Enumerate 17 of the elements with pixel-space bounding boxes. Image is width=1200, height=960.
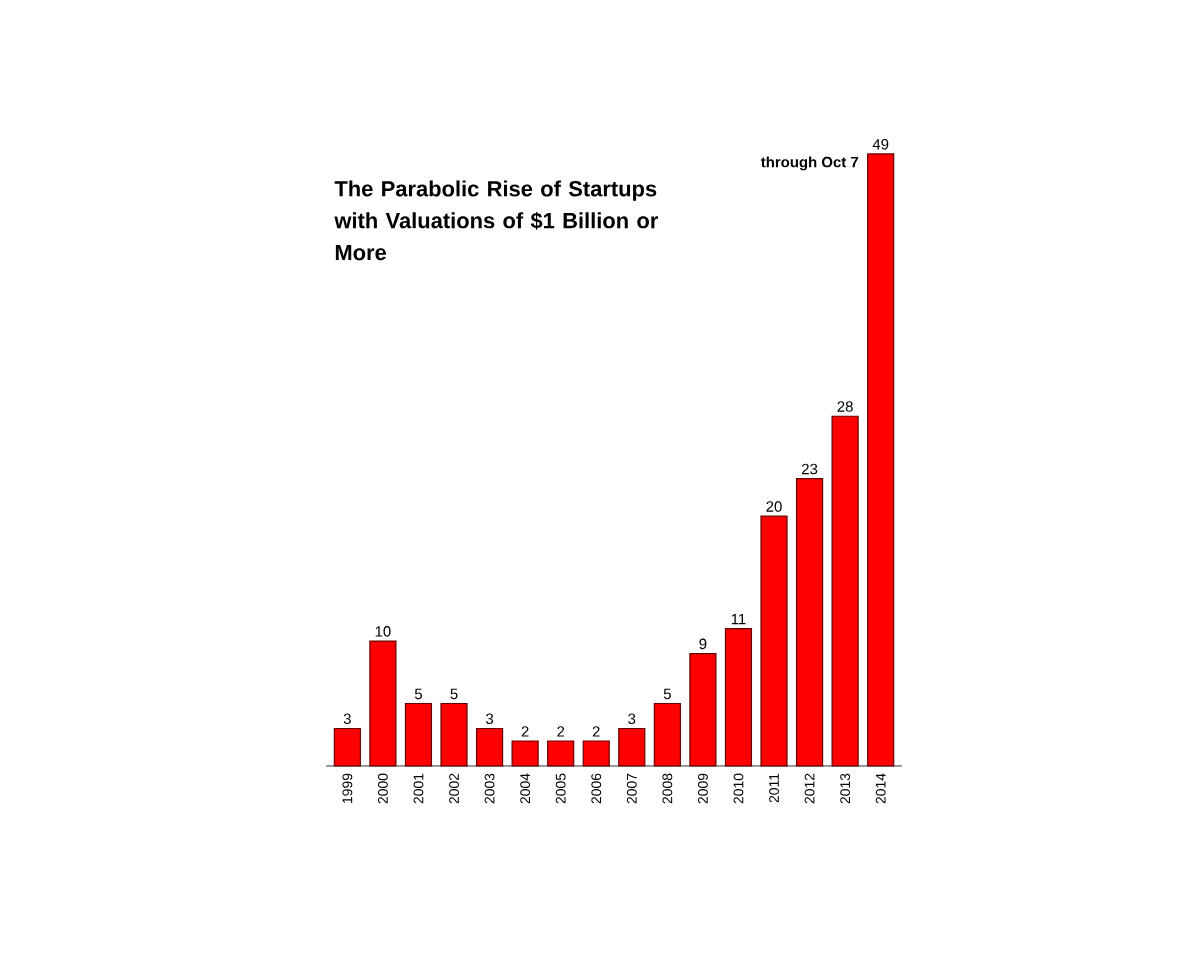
text: The Parabolic Rise of Startups with Valuations of $1 Billion or More bbox=[334, 180, 659, 261]
bar bbox=[724, 627, 753, 767]
bar bbox=[369, 640, 397, 767]
bar bbox=[795, 478, 824, 767]
bar bbox=[689, 652, 717, 767]
bar bbox=[440, 702, 468, 767]
bar bbox=[582, 740, 610, 767]
bar bbox=[404, 702, 433, 767]
bar bbox=[511, 740, 539, 767]
bar bbox=[867, 153, 895, 767]
bar bbox=[760, 515, 788, 767]
bar bbox=[831, 415, 859, 767]
bar bbox=[475, 727, 504, 767]
bar bbox=[653, 702, 681, 767]
bar bbox=[333, 727, 361, 767]
bar bbox=[618, 727, 646, 767]
bar bbox=[547, 740, 575, 767]
